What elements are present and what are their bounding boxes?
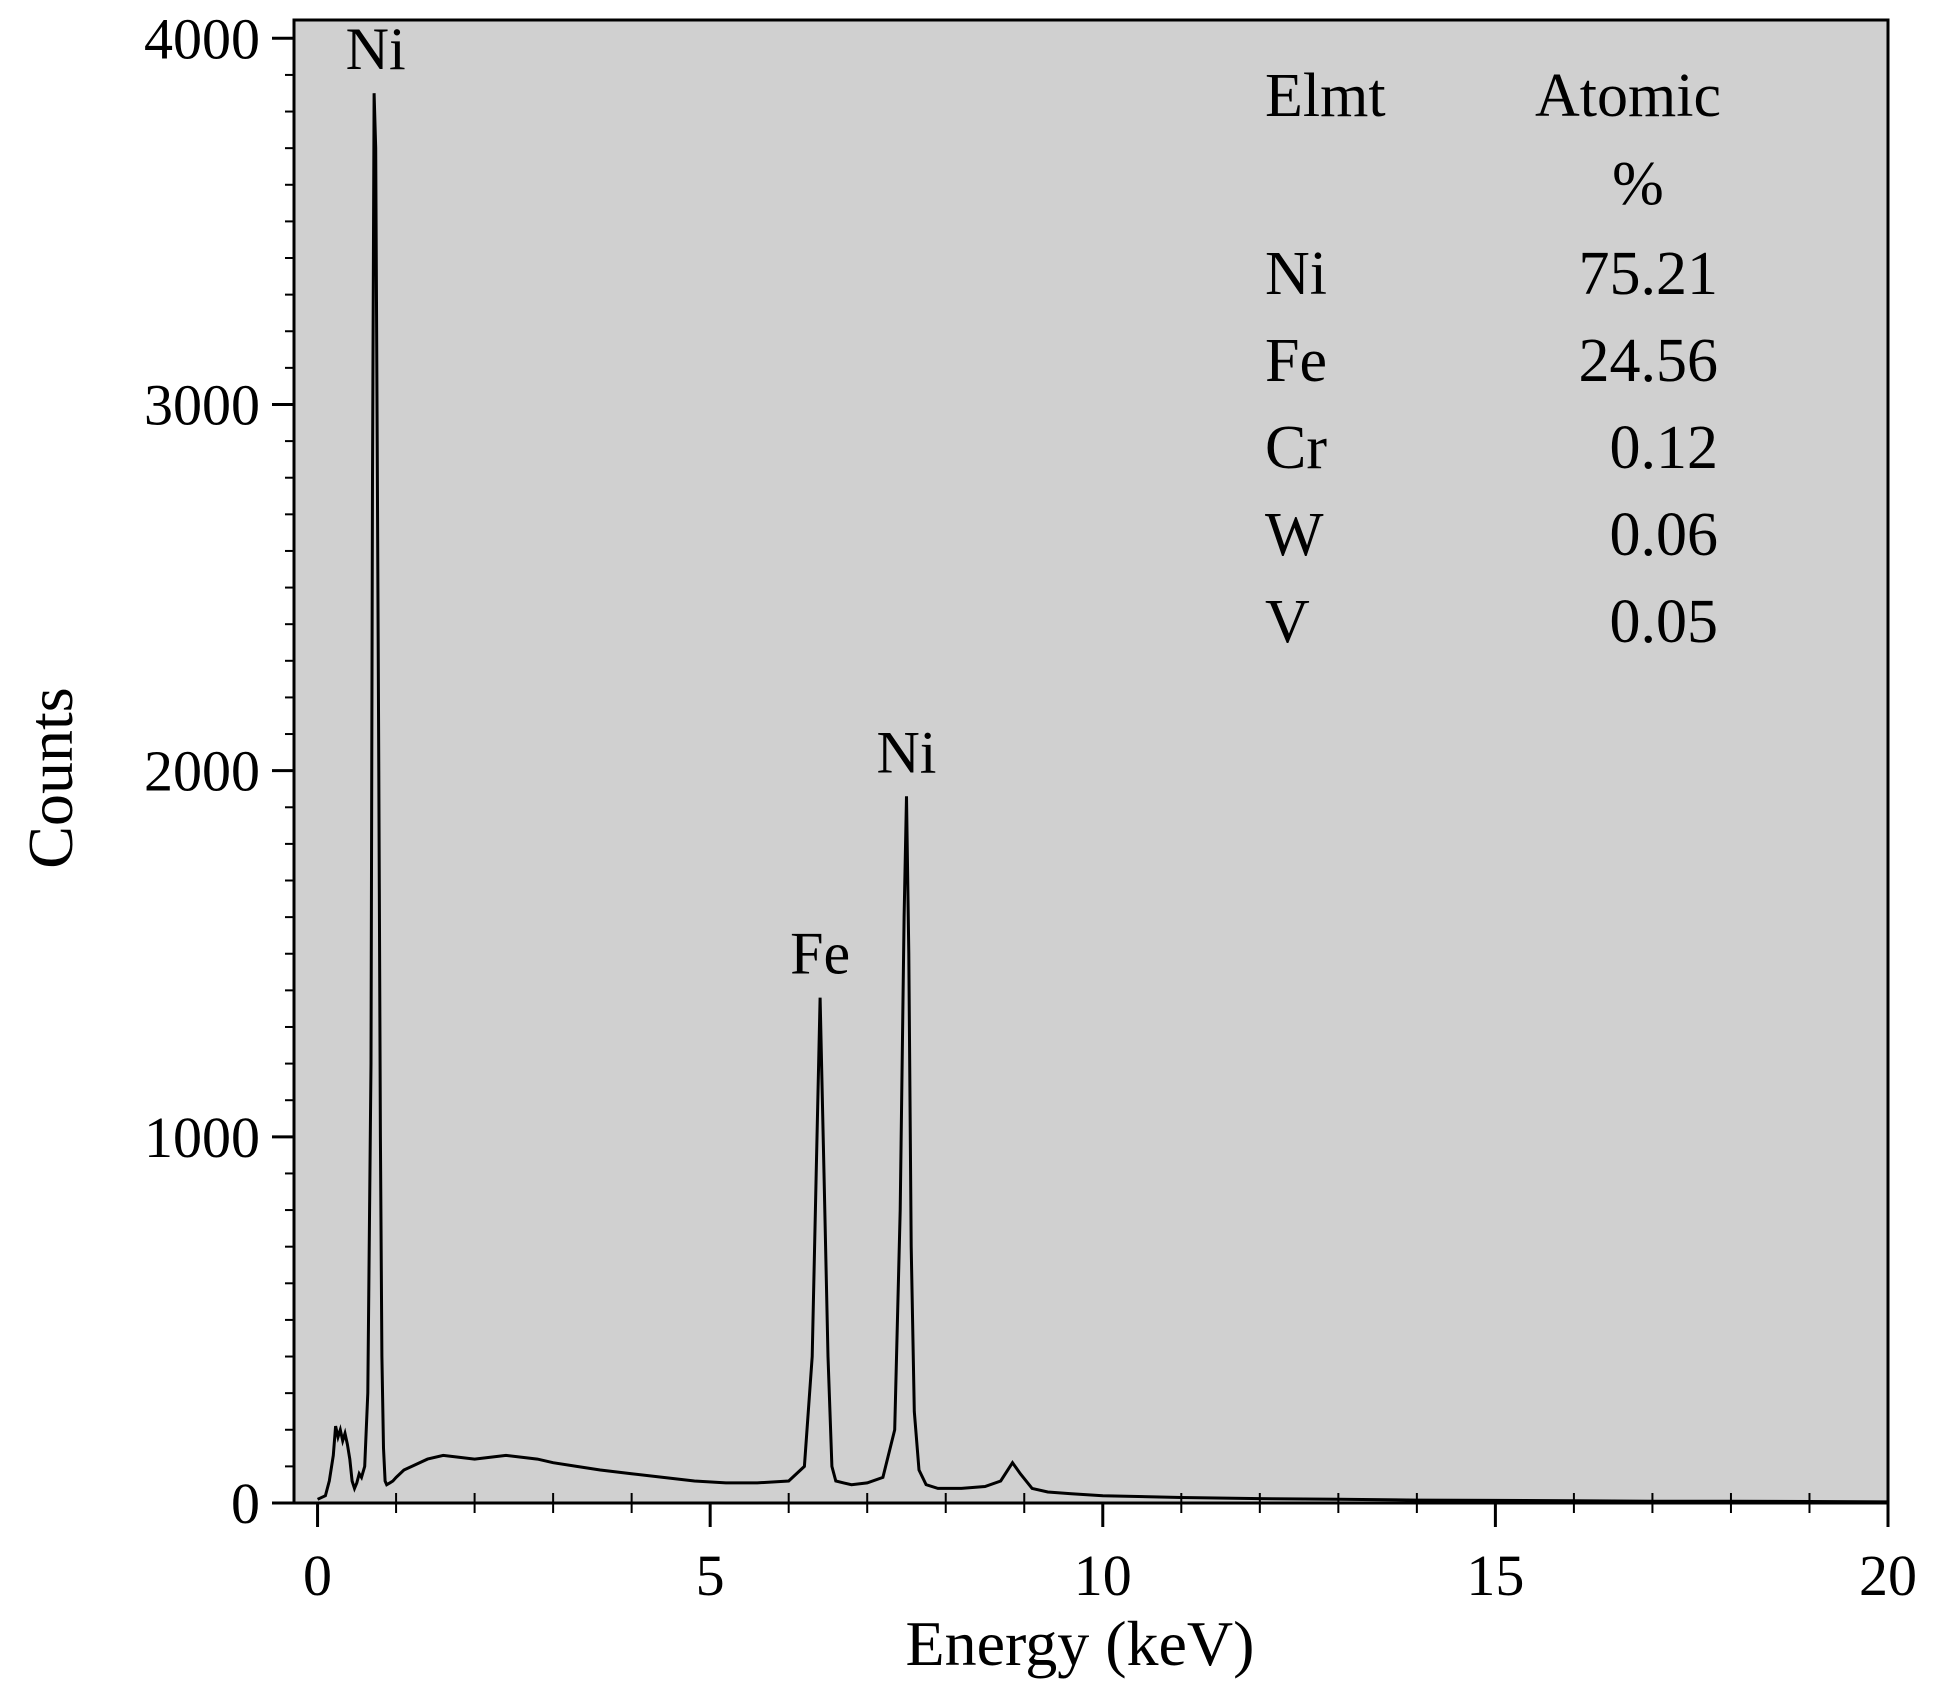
table-header-percent: % bbox=[1612, 150, 1664, 218]
table-header-atomic: Atomic bbox=[1535, 62, 1721, 130]
table-cell-element: Cr bbox=[1265, 414, 1327, 482]
x-tick-label: 10 bbox=[1074, 1543, 1132, 1608]
peak-label: Ni bbox=[346, 16, 406, 82]
y-tick-label: 4000 bbox=[144, 6, 260, 71]
peak-label: Fe bbox=[790, 921, 850, 987]
x-tick-label: 0 bbox=[303, 1543, 332, 1608]
spectrum-line bbox=[316, 93, 1889, 1504]
x-tick-labels: 0 5 10 15 20 bbox=[303, 1543, 1917, 1608]
table-cell-atomic: 75.21 bbox=[1579, 240, 1719, 308]
table-cell-atomic: 24.56 bbox=[1579, 327, 1719, 395]
table-cell-element: V bbox=[1265, 588, 1310, 656]
y-tick-label: 2000 bbox=[144, 739, 260, 804]
table-cell-element: W bbox=[1265, 501, 1324, 569]
table-cell-atomic: 0.06 bbox=[1610, 501, 1719, 569]
x-tick-label: 5 bbox=[696, 1543, 725, 1608]
y-tick-labels: 0 1000 2000 3000 4000 bbox=[144, 6, 260, 1536]
peak-label: Ni bbox=[876, 719, 936, 785]
table-header-element: Elmt bbox=[1265, 62, 1386, 130]
y-tick-label: 1000 bbox=[144, 1105, 260, 1170]
table-cell-element: Ni bbox=[1265, 240, 1327, 308]
x-tick-label: 15 bbox=[1466, 1543, 1524, 1608]
plot-area bbox=[294, 20, 1888, 1503]
y-axis-label: Counts bbox=[15, 687, 86, 868]
x-tick-label: 20 bbox=[1859, 1543, 1917, 1608]
major-ticks bbox=[272, 36, 1890, 1527]
y-tick-label: 0 bbox=[231, 1471, 260, 1536]
table-cell-atomic: 0.05 bbox=[1610, 588, 1719, 656]
table-cell-element: Fe bbox=[1265, 327, 1327, 395]
peak-labels: Ni Fe Ni bbox=[346, 16, 937, 986]
composition-table: Elmt Atomic% Ni 75.21 Fe 24.56 Cr 0.12 W 0.06 V 0.0… bbox=[1265, 62, 1721, 656]
y-tick-label: 3000 bbox=[144, 372, 260, 437]
x-axis-label: Energy (keV) bbox=[906, 1608, 1255, 1679]
table-cell-atomic: 0.12 bbox=[1610, 414, 1719, 482]
plot-frame bbox=[292, 18, 1890, 1505]
